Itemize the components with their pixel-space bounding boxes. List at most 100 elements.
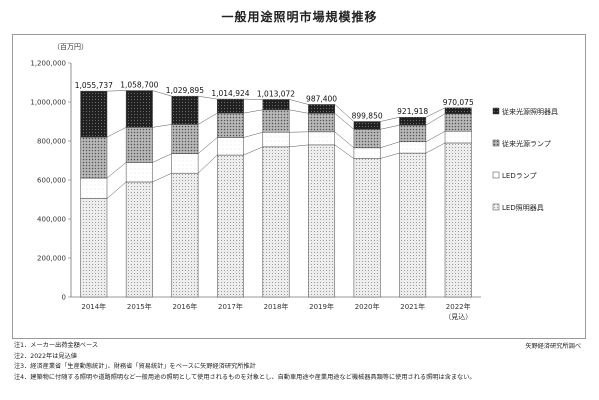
bar-segment (216, 137, 244, 156)
y-tick-label: 1,200,000 (30, 60, 66, 68)
bar-segment (353, 158, 381, 298)
connector-line (380, 124, 400, 130)
connector-line (152, 172, 172, 183)
legend-label: LEDランプ (502, 172, 537, 180)
connector-line (425, 107, 446, 118)
connector-line (243, 131, 263, 138)
bar-segment (353, 121, 381, 130)
bar-segment (444, 131, 472, 144)
y-tick-label: 400,000 (37, 216, 66, 224)
x-tick-label: 2019年 (309, 302, 334, 311)
connector-line (197, 154, 218, 174)
legend-swatch (492, 139, 500, 147)
x-tick-label: 2020年 (355, 302, 380, 311)
connector-line (425, 142, 446, 154)
connector-line (289, 144, 309, 148)
bar-segment (125, 162, 153, 183)
connector-line (197, 112, 218, 125)
footnote: 注1．メーカー出荷金額ベース (14, 342, 99, 349)
bar-segment (216, 154, 244, 298)
total-data-label: 1,058,700 (120, 81, 158, 90)
connector-line (198, 95, 218, 100)
bar-segment (399, 152, 427, 298)
connector-line (380, 152, 400, 159)
legend-label: 従来光源ランプ (502, 139, 551, 148)
bar-segment (308, 144, 336, 298)
y-tick-label: 200,000 (37, 255, 66, 263)
x-tick-label: 2017年 (218, 302, 243, 311)
total-data-label: 899,850 (352, 112, 383, 121)
bar-segment (262, 131, 290, 148)
bar-segment (80, 177, 108, 199)
connector-line (380, 141, 400, 149)
bar-segment (308, 131, 336, 146)
bar-segment (308, 113, 336, 133)
connector-line (243, 146, 263, 156)
x-tick-label: 2022年 (446, 302, 471, 311)
y-axis-unit: （百万円） (53, 43, 88, 51)
legend-swatch (492, 171, 500, 179)
x-tick-label: 2018年 (264, 302, 289, 311)
total-data-label: 1,055,737 (75, 81, 113, 90)
connector-line (425, 131, 446, 142)
footnote: 注2．2022年は見込値 (14, 352, 77, 360)
y-tick-label: 800,000 (37, 138, 66, 146)
chart-frame: （百万円） 0 200,000 400,000 600,000 800,000 1,000… (12, 34, 586, 339)
x-tick-label: 2014年 (81, 302, 106, 311)
connector-line (334, 113, 355, 130)
connector-line (152, 153, 172, 163)
bar-segment (125, 90, 153, 128)
x-tick-sublabel: （見込） (444, 312, 472, 321)
bar-segment (125, 181, 153, 298)
x-tick-label: 2016年 (172, 302, 197, 311)
total-data-label: 1,014,924 (211, 89, 249, 98)
bar-segment (216, 112, 244, 138)
bar-segment (171, 153, 199, 174)
bar-segment (444, 142, 472, 298)
bar-segment (171, 95, 199, 125)
connector-line (197, 137, 218, 154)
connector-line (289, 109, 309, 114)
bar-segment (399, 124, 427, 143)
connector-line (380, 116, 400, 122)
connector-line (106, 90, 127, 92)
bar-segment (399, 116, 427, 126)
total-data-label: 970,075 (443, 98, 474, 107)
legend-label: 従来光源照明器具 (502, 107, 558, 116)
total-data-label: 1,029,895 (166, 86, 204, 95)
stacked-bar-chart: （百万円） 0 200,000 400,000 600,000 800,000 1,000… (30, 43, 558, 321)
bar-segment (80, 198, 108, 298)
bar-segment (80, 136, 108, 179)
legend-label: LED照明器具 (502, 204, 544, 212)
connector-line (152, 90, 172, 97)
bar-segment (262, 109, 290, 133)
bar-segment (262, 99, 290, 111)
total-data-label: 1,013,072 (257, 89, 295, 98)
bar-segment (308, 104, 336, 114)
connector-line (106, 127, 127, 138)
total-data-label: 987,400 (306, 94, 337, 103)
connector-line (243, 109, 263, 114)
connector-line (334, 131, 355, 149)
bar-segment (216, 98, 244, 114)
legend-swatch (492, 107, 500, 115)
footnotes: 注1．メーカー出荷金額ベース 注2．2022年は見込値 注3．経済産業省「生産動… (14, 341, 476, 383)
footnote: 注4．建築物に付随する照明や道路照明など一般用途の照明として使用されるものを対象… (14, 373, 476, 381)
connector-line (106, 181, 127, 199)
y-tick-label: 600,000 (37, 177, 66, 185)
bar-segment (353, 147, 381, 159)
total-data-label: 921,918 (397, 107, 428, 116)
bar-segment (125, 127, 153, 163)
bar-segment (171, 124, 199, 154)
chart-title: 一般用途照明市場規模推移 (221, 10, 378, 24)
legend-swatch (492, 203, 500, 211)
connector-line (425, 113, 446, 126)
bar-segment (262, 146, 290, 298)
bar-segment (171, 172, 199, 298)
footnote: 注3．経済産業省「生産動態統計」、財務省「貿易統計」をベースに矢野経済研究所推計 (14, 363, 256, 370)
y-tick-label: 0 (62, 294, 66, 302)
connector-line (106, 162, 127, 179)
connector-line (289, 99, 309, 105)
y-tick-label: 1,000,000 (30, 99, 66, 107)
x-tick-label: 2015年 (127, 302, 152, 311)
